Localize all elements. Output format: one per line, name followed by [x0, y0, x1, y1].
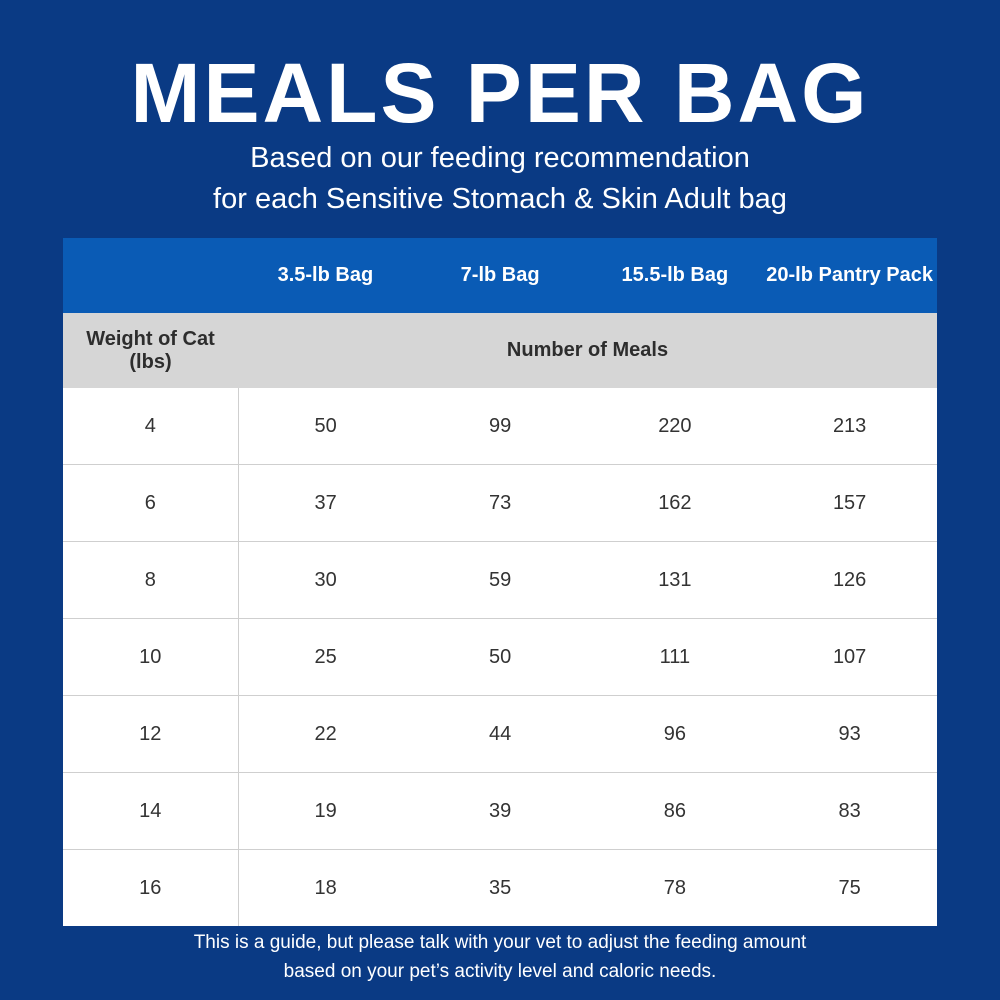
header-empty-cell	[63, 238, 238, 313]
meals-count-cell: 22	[238, 695, 413, 773]
meals-count-cell: 59	[412, 541, 588, 619]
table-row: 12 22 44 96 93	[63, 695, 937, 773]
meals-count-cell: 75	[762, 849, 937, 926]
meals-count-cell: 44	[412, 695, 588, 773]
meals-count-cell: 37	[238, 464, 413, 542]
number-of-meals-label: Number of Meals	[238, 313, 937, 388]
table-row: 4 50 99 220 213	[63, 388, 937, 465]
page-title: MEALS PER BAG	[130, 46, 870, 140]
cat-weight-cell: 10	[63, 618, 239, 696]
meals-count-cell: 73	[412, 464, 588, 542]
table-header-row: 3.5-lb Bag 7-lb Bag 15.5-lb Bag 20-lb Pa…	[63, 238, 937, 313]
meals-count-cell: 99	[412, 388, 588, 465]
meals-count-cell: 25	[238, 618, 413, 696]
weight-of-cat-label: Weight of Cat (lbs)	[63, 313, 238, 388]
subtitle: Based on our feeding recommendation for …	[0, 138, 1000, 220]
meals-count-cell: 96	[587, 695, 763, 773]
table-row: 14 19 39 86 83	[63, 772, 937, 850]
meals-count-cell: 78	[587, 849, 763, 926]
table-row: 10 25 50 111 107	[63, 618, 937, 696]
meals-count-cell: 30	[238, 541, 413, 619]
header-20-lb-pantry-pack-label: 20-lb Pantry Pack	[766, 264, 933, 286]
header-15-5-lb-bag: 15.5-lb Bag	[587, 238, 763, 313]
meals-count-cell: 213	[762, 388, 937, 465]
meals-count-cell: 50	[412, 618, 588, 696]
meals-count-cell: 39	[412, 772, 588, 850]
meals-count-cell: 35	[412, 849, 588, 926]
cat-weight-cell: 6	[63, 464, 239, 542]
table-subheader-row: Weight of Cat (lbs) Number of Meals	[63, 313, 937, 388]
cat-weight-cell: 14	[63, 772, 239, 850]
meals-count-cell: 93	[762, 695, 937, 773]
meals-count-cell: 107	[762, 618, 937, 696]
footer-note: This is a guide, but please talk with yo…	[0, 928, 1000, 986]
cat-weight-cell: 16	[63, 849, 239, 926]
meals-count-cell: 50	[238, 388, 413, 465]
table-row: 8 30 59 131 126	[63, 541, 937, 619]
meals-count-cell: 111	[587, 618, 763, 696]
meals-count-cell: 18	[238, 849, 413, 926]
meals-count-cell: 19	[238, 772, 413, 850]
cat-weight-cell: 4	[63, 388, 239, 465]
table-row: 6 37 73 162 157	[63, 464, 937, 542]
footer-line-2: based on your pet’s activity level and c…	[283, 961, 717, 982]
footer-line-1: This is a guide, but please talk with yo…	[193, 932, 807, 953]
cat-weight-cell: 8	[63, 541, 239, 619]
meals-table: 3.5-lb Bag 7-lb Bag 15.5-lb Bag 20-lb Pa…	[63, 238, 937, 926]
meals-count-cell: 126	[762, 541, 937, 619]
cat-weight-cell: 12	[63, 695, 239, 773]
meals-count-cell: 157	[762, 464, 937, 542]
meals-count-cell: 83	[762, 772, 937, 850]
meals-count-cell: 131	[587, 541, 763, 619]
header-3-5-lb-bag: 3.5-lb Bag	[238, 238, 413, 313]
header-20-lb-pantry-pack: 20-lb Pantry Pack	[762, 238, 937, 313]
subtitle-line-1: Based on our feeding recommendation	[250, 142, 750, 174]
meals-count-cell: 86	[587, 772, 763, 850]
meals-count-cell: 220	[587, 388, 763, 465]
meals-count-cell: 162	[587, 464, 763, 542]
table-row: 16 18 35 78 75	[63, 849, 937, 926]
meals-table-container: 3.5-lb Bag 7-lb Bag 15.5-lb Bag 20-lb Pa…	[63, 238, 937, 926]
table-body: 4 50 99 220 213 6 37 73 162 157 8 30 59 131 126 10 25 50 1…	[63, 388, 937, 926]
header-7-lb-bag: 7-lb Bag	[412, 238, 588, 313]
subtitle-line-2: for each Sensitive Stomach & Skin Adult …	[213, 183, 787, 215]
